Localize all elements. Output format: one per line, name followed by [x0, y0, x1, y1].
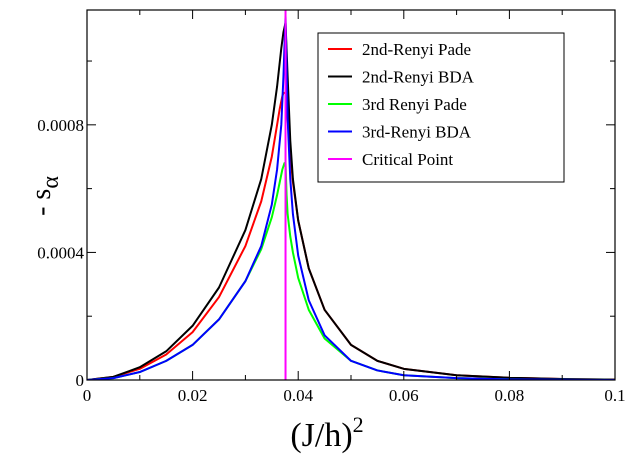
series-line-3rd-renyi-pade	[87, 163, 615, 380]
y-tick-label: 0	[76, 371, 85, 390]
x-tick-label: 0.1	[604, 386, 625, 405]
x-tick-label: 0.02	[178, 386, 208, 405]
y-tick-label: 0.0008	[37, 116, 84, 135]
y-axis-title: - sα	[26, 176, 64, 216]
x-axis-label-superscript: 2	[353, 412, 364, 437]
y-axis-label-subscript: α	[38, 176, 64, 189]
legend-label-2nd-renyi-bda: 2nd-Renyi BDA	[362, 68, 475, 87]
x-tick-label: 0	[83, 386, 92, 405]
x-tick-label: 0.06	[389, 386, 419, 405]
x-tick-label: 0.04	[283, 386, 313, 405]
x-tick-label: 0.08	[495, 386, 525, 405]
legend-label-2nd-renyi-pade: 2nd-Renyi Pade	[362, 40, 471, 59]
y-tick-label: 0.0004	[37, 243, 84, 262]
x-axis-title: (J/h)2	[290, 412, 363, 454]
legend-label-critical-point: Critical Point	[362, 150, 453, 169]
y-axis-label: - s	[26, 189, 57, 216]
legend-label-3rd-renyi-bda: 3rd-Renyi BDA	[362, 123, 472, 142]
legend-label-3rd-renyi-pade: 3rd Renyi Pade	[362, 95, 467, 114]
x-axis-label: (J/h)	[290, 417, 352, 454]
legend: 2nd-Renyi Pade 2nd-Renyi BDA 3rd Renyi Pad…	[318, 33, 564, 182]
